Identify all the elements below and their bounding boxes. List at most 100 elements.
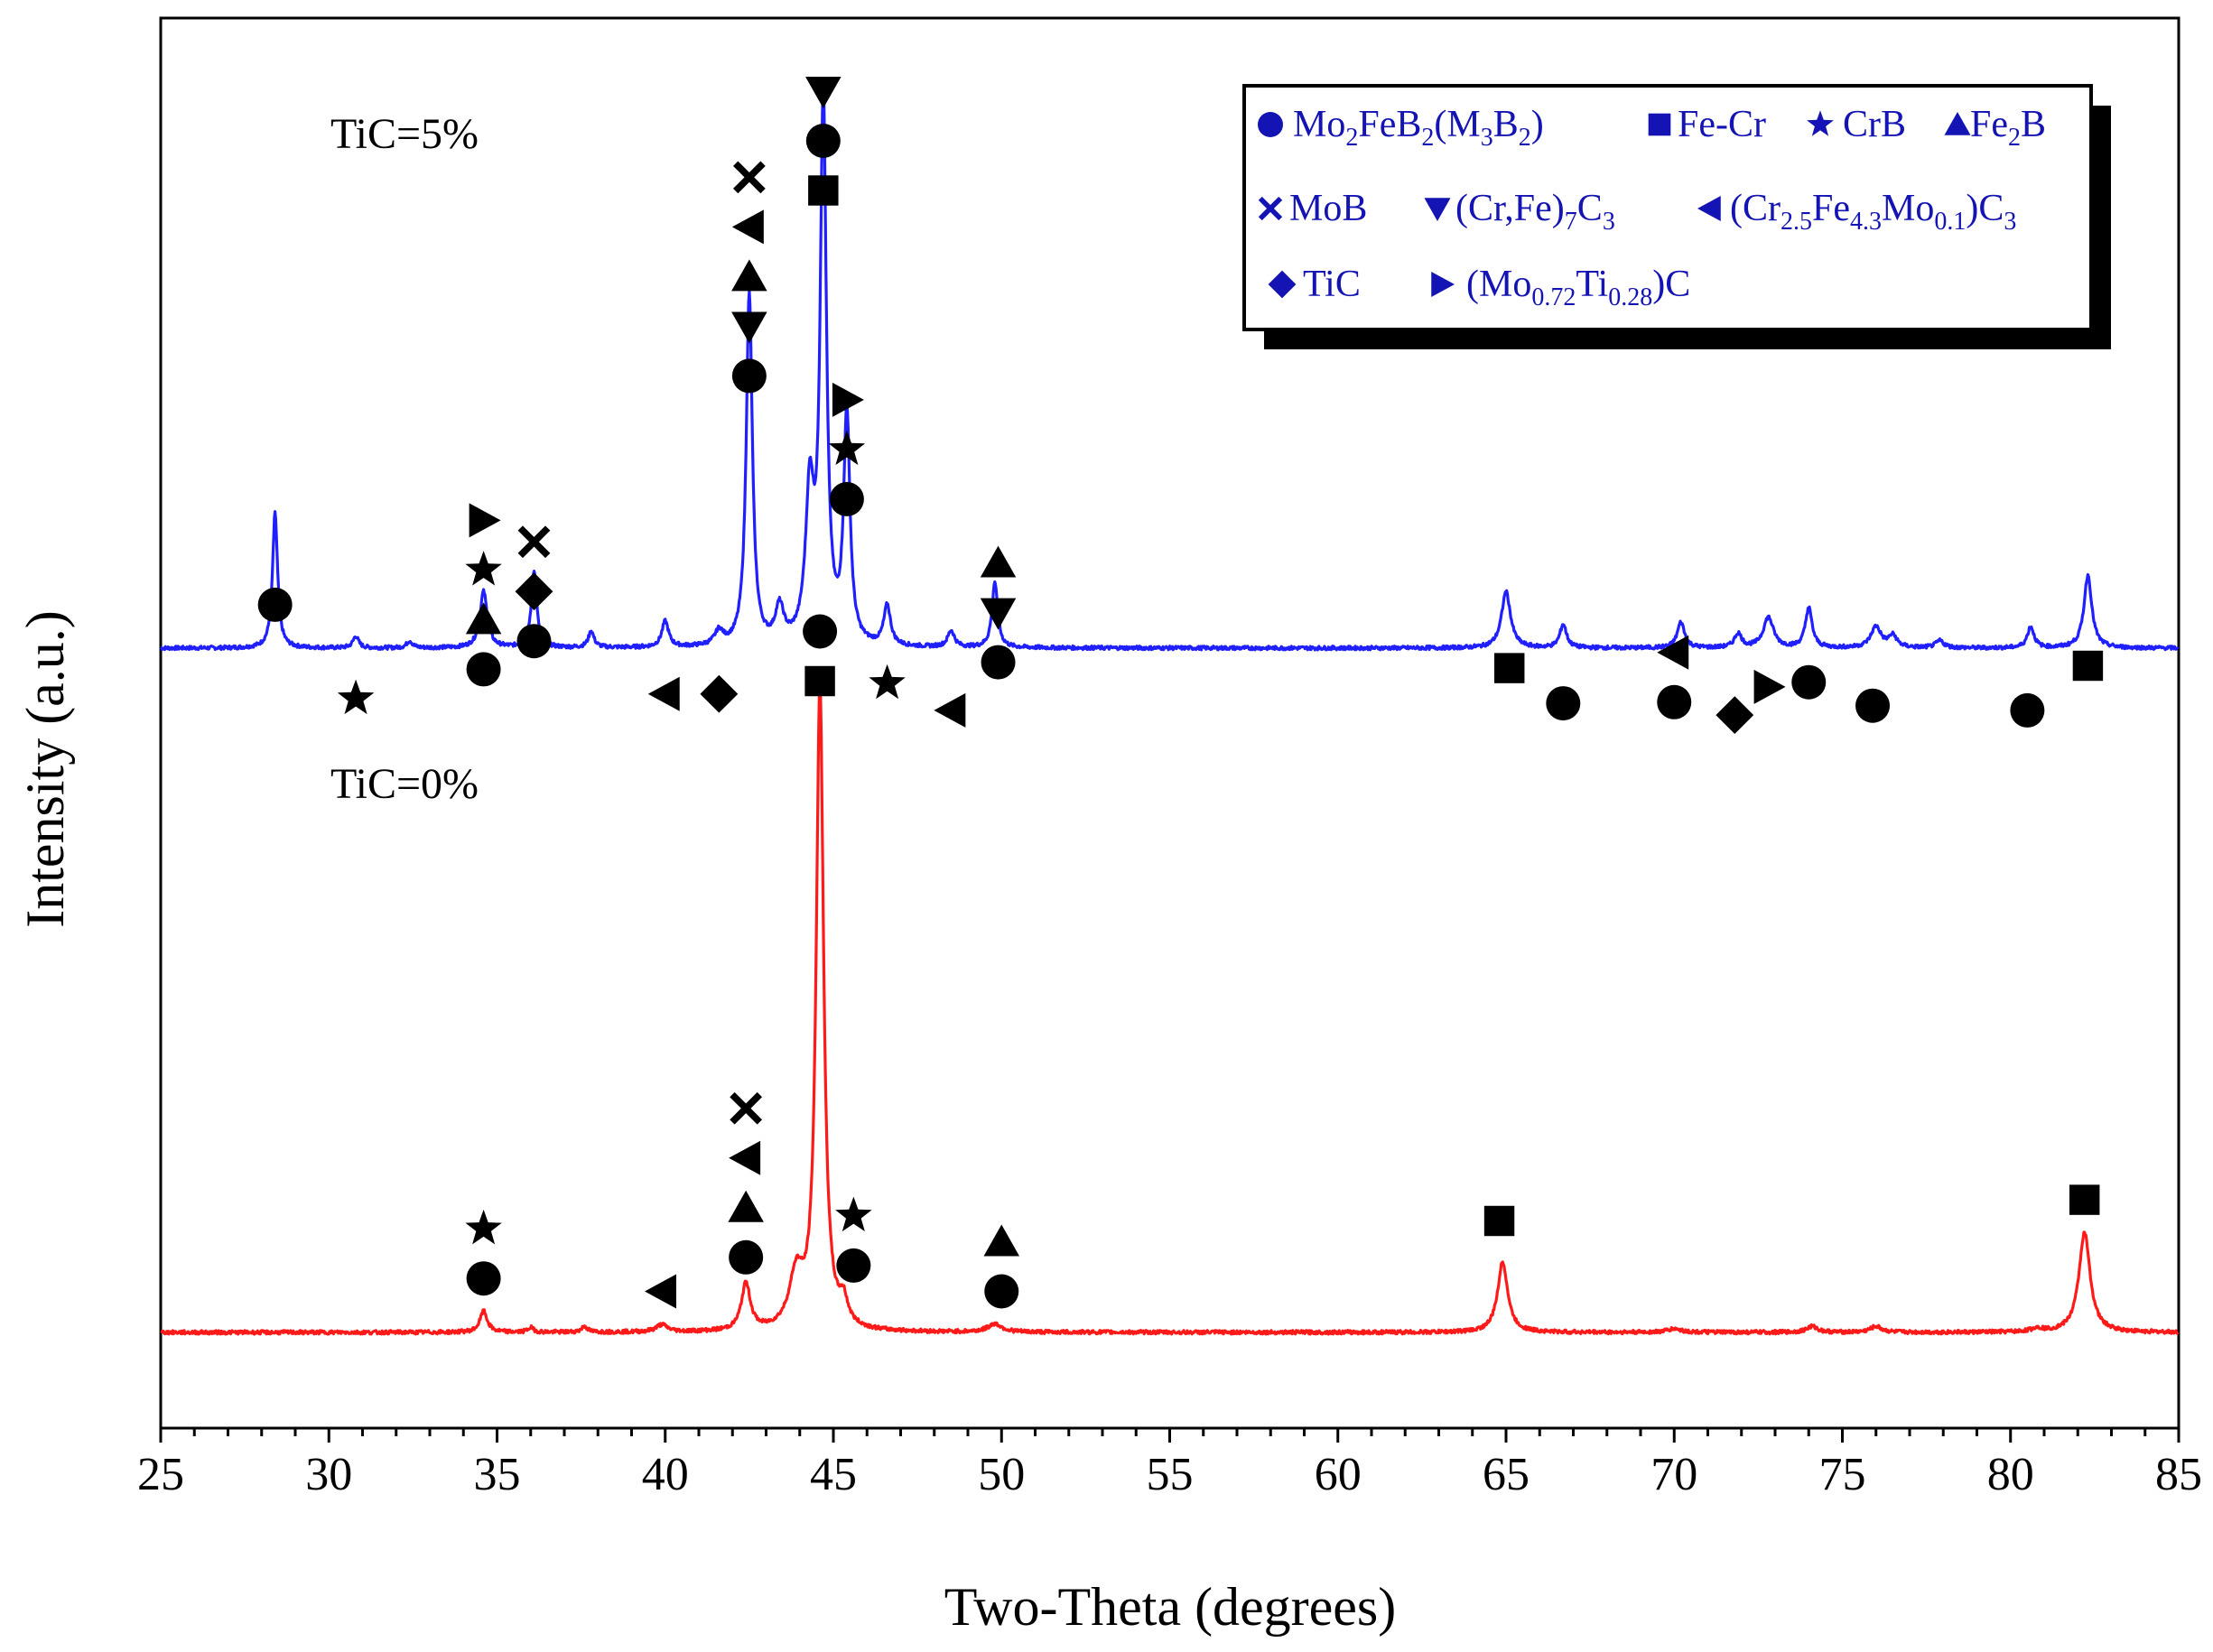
- x-tick-label: 80: [1987, 1449, 2034, 1500]
- phase-marker-triangle-left-icon: [729, 1140, 761, 1175]
- cross-stroke: [730, 1091, 763, 1125]
- phase-marker-diamond-icon: [1716, 696, 1754, 734]
- phase-marker-star-icon: [337, 679, 375, 715]
- phase-marker-circle-icon: [1855, 688, 1891, 723]
- legend-text-part: CrB: [1843, 104, 1906, 145]
- legend-item-label: CrB: [1843, 104, 1906, 145]
- phase-marker-triangle-down-icon: [731, 311, 767, 344]
- phase-marker-circle-icon: [466, 652, 501, 687]
- phase-marker-star-icon: [835, 1196, 872, 1232]
- legend-subscript: 2: [1345, 124, 1358, 152]
- phase-marker-triangle-up-icon: [983, 1224, 1020, 1257]
- legend-subscript: 2: [1519, 124, 1531, 152]
- phase-marker-circle-icon: [981, 645, 1016, 680]
- phase-marker-triangle-left-icon: [645, 1274, 676, 1309]
- y-axis-label: Intensity (a.u.): [15, 610, 75, 928]
- legend-triangle-left-icon: [1697, 196, 1721, 221]
- legend-text-part: )C: [1966, 188, 2004, 229]
- x-tick-label: 30: [305, 1449, 352, 1500]
- phase-marker-diamond-icon: [700, 674, 739, 713]
- x-tick-label: 75: [1819, 1449, 1866, 1500]
- phase-marker-star-icon: [869, 664, 906, 700]
- phase-marker-triangle-up-icon: [465, 602, 502, 635]
- cross-stroke: [517, 525, 551, 559]
- phase-marker-cross-icon: [517, 525, 551, 559]
- phase-marker-triangle-right-icon: [469, 503, 501, 538]
- legend-subscript: 2: [2008, 124, 2021, 152]
- cross-stroke: [732, 161, 766, 194]
- phase-marker-circle-icon: [984, 1274, 1019, 1309]
- legend-text-part: Fe: [1812, 188, 1850, 229]
- phase-markers: [257, 77, 2104, 1309]
- phase-marker-triangle-up-icon: [731, 259, 767, 292]
- legend-text-part: Fe-Cr: [1678, 104, 1766, 145]
- legend-subscript: 0.1: [1934, 208, 1966, 236]
- legend-subscript: 3: [1481, 124, 1493, 152]
- legend-item-label: MoB: [1289, 188, 1367, 229]
- legend-item-label: TiC: [1303, 264, 1361, 305]
- series-line-tic-0: [160, 677, 2180, 1336]
- legend-subscript: 3: [2004, 208, 2016, 236]
- phase-marker-triangle-up-icon: [728, 1190, 764, 1222]
- legend-text-part: ): [1531, 104, 1544, 145]
- x-tick-label: 40: [642, 1449, 689, 1500]
- phase-marker-circle-icon: [516, 624, 552, 659]
- phase-marker-triangle-down-icon: [805, 77, 841, 108]
- phase-marker-triangle-left-icon: [731, 209, 764, 245]
- x-tick-label: 45: [810, 1449, 857, 1500]
- phase-marker-circle-icon: [1546, 686, 1581, 721]
- series-labels: TiC=5% TiC=0%: [330, 110, 479, 808]
- x-tick-label: 65: [1483, 1449, 1530, 1500]
- legend-subscript: 0.72: [1531, 283, 1576, 311]
- phase-marker-star-icon: [465, 551, 502, 586]
- legend-item-label: (Cr2.5Fe4.3Mo0.1)C3: [1730, 188, 2016, 236]
- legend-subscript: 7: [1565, 208, 1577, 236]
- legend-text-part: Ti: [1576, 264, 1608, 305]
- legend-item-label: (Cr,Fe)7C3: [1455, 188, 1615, 236]
- legend-item-label: Mo2FeB2(M3B2): [1293, 104, 1544, 152]
- legend-subscript: 3: [1603, 208, 1615, 236]
- legend-star-icon: [1807, 110, 1834, 136]
- legend-text-part: (M: [1434, 104, 1480, 145]
- legend-subscript: 4.3: [1850, 208, 1882, 236]
- phase-marker-circle-icon: [1657, 684, 1692, 719]
- legend-text-part: MoB: [1289, 188, 1367, 229]
- x-tick-label: 70: [1650, 1449, 1697, 1500]
- phase-marker-circle-icon: [836, 1248, 871, 1283]
- phase-marker-triangle-left-icon: [647, 676, 680, 711]
- phase-marker-triangle-left-icon: [934, 692, 966, 728]
- legend-text-part: B: [2021, 104, 2046, 145]
- legend-triangle-down-icon: [1424, 198, 1451, 221]
- series-line-tic-5: [160, 80, 2180, 652]
- phase-marker-circle-icon: [731, 358, 767, 394]
- phase-marker-circle-icon: [1791, 664, 1827, 700]
- series-layer: [160, 80, 2180, 1336]
- phase-marker-circle-icon: [466, 1261, 501, 1296]
- phase-marker-square-icon: [804, 665, 835, 697]
- x-axis-label: Two-Theta (degrees): [944, 1577, 1397, 1637]
- phase-marker-triangle-down-icon: [980, 598, 1017, 630]
- legend-text-part: B: [1493, 104, 1519, 145]
- legend-text-part: Mo: [1293, 104, 1345, 145]
- phase-marker-square-icon: [1483, 1205, 1515, 1237]
- legend-text-part: (Cr: [1730, 188, 1781, 229]
- legend-subscript: 2: [1421, 124, 1434, 152]
- series-label-tic-5: TiC=5%: [330, 110, 479, 158]
- legend-triangle-up-icon: [1944, 112, 1971, 135]
- legend-subscript: 0.28: [1608, 283, 1652, 311]
- legend-text-part: (Cr,Fe): [1455, 188, 1565, 229]
- legend-text-part: (Mo: [1466, 264, 1531, 305]
- legend-subscript: 2.5: [1781, 208, 1812, 236]
- legend-text-part: FeB: [1358, 104, 1421, 145]
- legend-item-label: Fe-Cr: [1678, 104, 1766, 145]
- legend-text-part: TiC: [1303, 264, 1361, 305]
- phase-marker-circle-icon: [729, 1239, 764, 1275]
- x-tick-label: 60: [1315, 1449, 1362, 1500]
- phase-marker-star-icon: [828, 430, 866, 466]
- x-tick-label: 55: [1147, 1449, 1194, 1500]
- cross-stroke: [1258, 196, 1283, 221]
- phase-marker-triangle-right-icon: [832, 382, 864, 417]
- x-axis-ticks: 25 30 35 40 45 50 55 60 65 70 75 80 85: [137, 1428, 2202, 1500]
